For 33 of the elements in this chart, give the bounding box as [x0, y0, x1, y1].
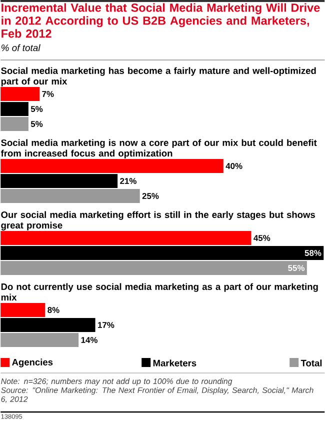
data-label: 40% [226, 163, 242, 169]
data-label: 45% [253, 235, 270, 241]
bar [0, 188, 140, 203]
data-label: 25% [142, 193, 159, 199]
legend-label: Total [300, 360, 322, 366]
chart-subtitle: % of total [1, 44, 40, 52]
data-label: 14% [81, 337, 98, 343]
bar [0, 159, 224, 173]
data-label: 55% [288, 265, 304, 271]
bar [0, 102, 28, 116]
y-tick-label: Social media marketing is now a core part of our mix but could benefit from increased focus and optimization [0, 139, 317, 158]
data-label: 5% [30, 106, 43, 112]
bar [0, 230, 252, 245]
data-label: 8% [48, 307, 60, 313]
data-label: 58% [304, 250, 322, 256]
data-label: 7% [42, 91, 54, 97]
bar [0, 116, 28, 131]
bar [0, 318, 96, 332]
data-label: 21% [120, 178, 136, 184]
legend-label: Agencies [12, 358, 53, 368]
bar [0, 302, 46, 317]
bar [0, 86, 40, 101]
legend-label: Marketers [153, 360, 196, 366]
y-tick-label: Social media marketing has become a fairly mature and well-optimized part of our mix [0, 67, 316, 86]
bar [0, 332, 78, 347]
y-tick-label: Do not currently use social media marketing as a part of our marketing mix [1, 283, 318, 300]
data-label: 5% [30, 121, 43, 127]
bar [0, 174, 118, 188]
chart-title: Incremental Value that Social Media Marketing Will Drive in 2012 According to US B2B Agencies and Marketers, Feb 2012 [1, 3, 320, 38]
data-label: 17% [98, 322, 114, 328]
bar [0, 260, 307, 275]
y-tick-label: Our social media marketing effort is still in the early stages but shows great promise [1, 211, 315, 230]
bar [0, 246, 324, 260]
